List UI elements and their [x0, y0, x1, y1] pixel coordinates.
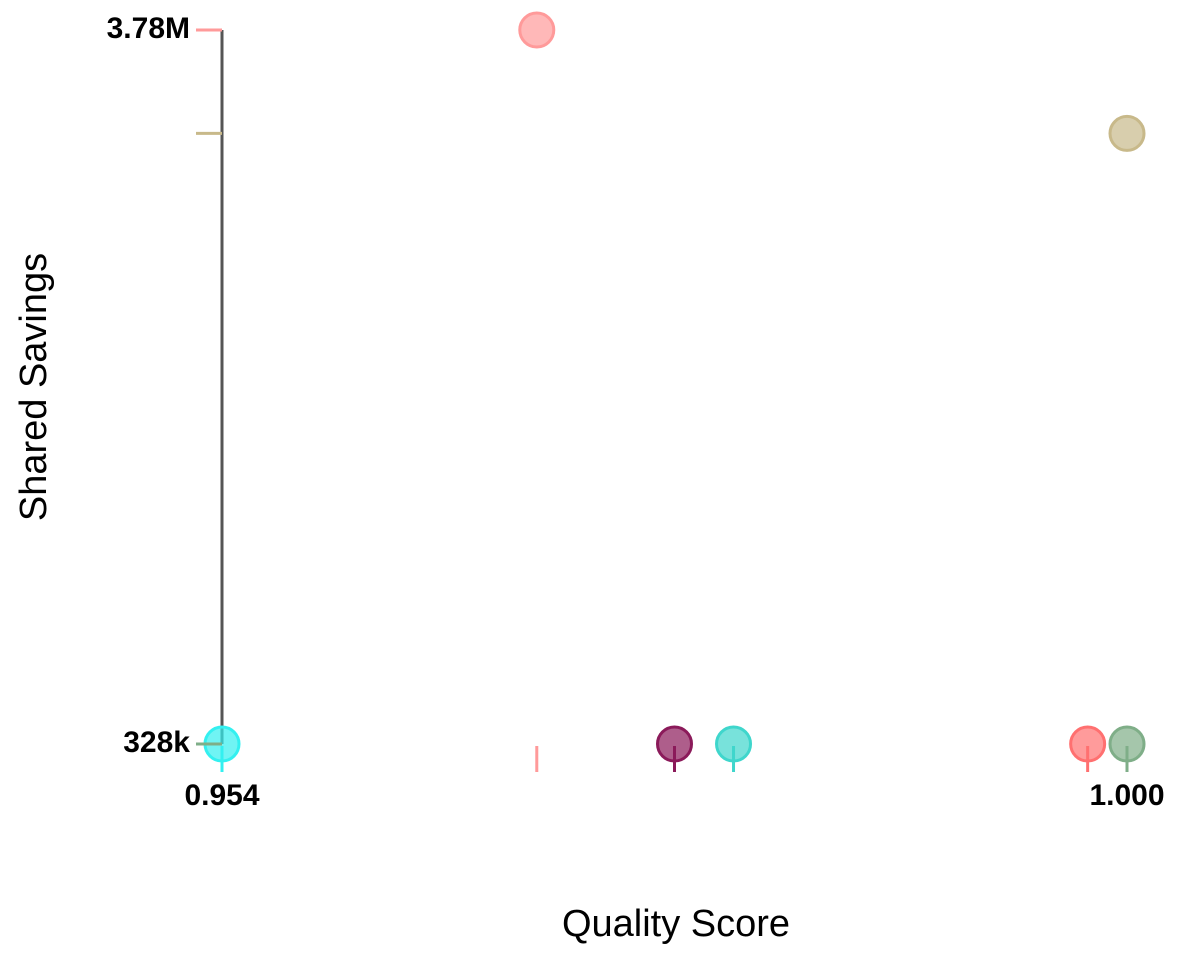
- x-tick-label: 0.954: [184, 779, 259, 812]
- point: [1108, 114, 1146, 152]
- x-axis-title: Quality Score: [562, 903, 790, 945]
- y-axis-title: Shared Savings: [13, 253, 55, 521]
- y-tick-label: 3.78M: [107, 12, 190, 45]
- x-tick-label: 1.000: [1089, 779, 1164, 812]
- point: [518, 11, 556, 49]
- y-tick-label: 328k: [123, 726, 190, 759]
